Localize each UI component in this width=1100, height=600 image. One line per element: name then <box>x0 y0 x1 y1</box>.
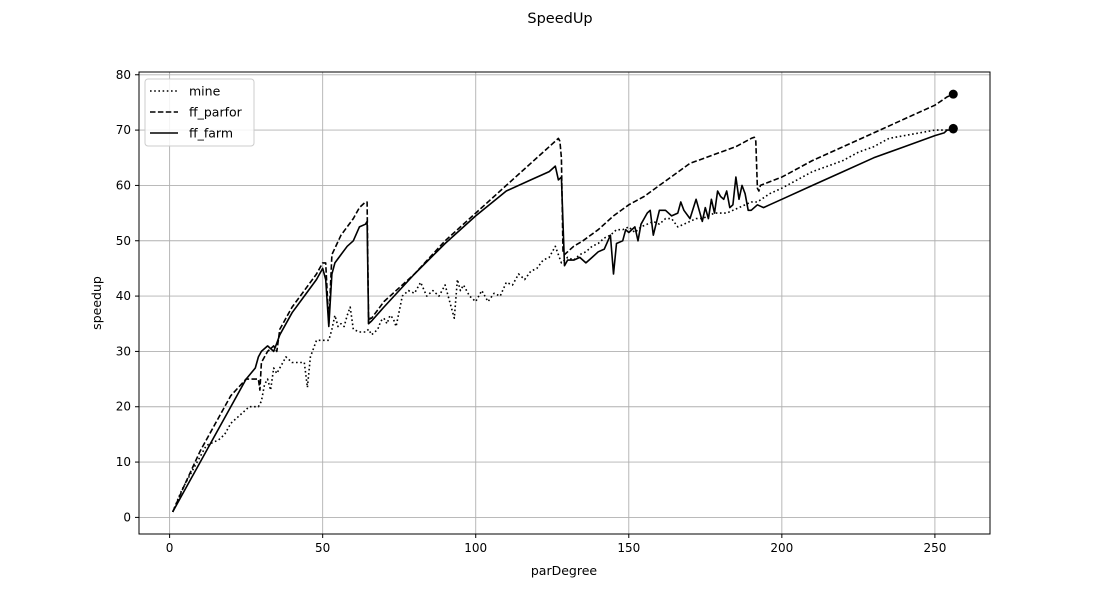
y-tick-label: 50 <box>116 234 131 248</box>
series-endpoint-ff_farm <box>948 124 958 134</box>
grid <box>139 72 990 534</box>
legend: mine ff_parfor ff_farm <box>144 78 255 147</box>
y-tick-label: 0 <box>123 510 131 524</box>
x-axis-ticks: 0 50 100 150 200 250 <box>166 534 946 555</box>
series-line-mine <box>171 127 954 513</box>
series-line-ff_parfor <box>171 93 954 513</box>
series-endpoint-ff_parfor <box>948 89 958 99</box>
x-axis-label: parDegree <box>531 563 598 578</box>
legend-label-ff_farm: ff_farm <box>189 126 233 141</box>
legend-box <box>144 78 255 147</box>
legend-label-ff_parfor: ff_parfor <box>189 105 243 120</box>
y-tick-label: 70 <box>116 123 131 137</box>
chart-title: SpeedUp <box>527 11 592 27</box>
y-tick-label: 60 <box>116 178 131 192</box>
legend-label-mine: mine <box>189 84 221 99</box>
y-tick-label: 30 <box>116 344 131 358</box>
y-tick-label: 40 <box>116 289 131 303</box>
x-tick-label: 250 <box>923 541 946 555</box>
x-tick-label: 200 <box>770 541 793 555</box>
y-axis-label: speedup <box>89 276 104 330</box>
plot-frame <box>138 71 991 535</box>
y-axis-ticks: 0 10 20 30 40 50 60 70 80 <box>116 68 139 524</box>
x-tick-label: 0 <box>166 541 174 555</box>
y-tick-label: 20 <box>116 400 131 414</box>
series-line-ff_farm <box>171 128 954 513</box>
series-group <box>171 89 958 513</box>
y-tick-label: 10 <box>116 455 131 469</box>
x-tick-label: 50 <box>315 541 330 555</box>
y-tick-label: 80 <box>116 68 131 82</box>
x-tick-label: 150 <box>617 541 640 555</box>
x-tick-label: 100 <box>464 541 487 555</box>
